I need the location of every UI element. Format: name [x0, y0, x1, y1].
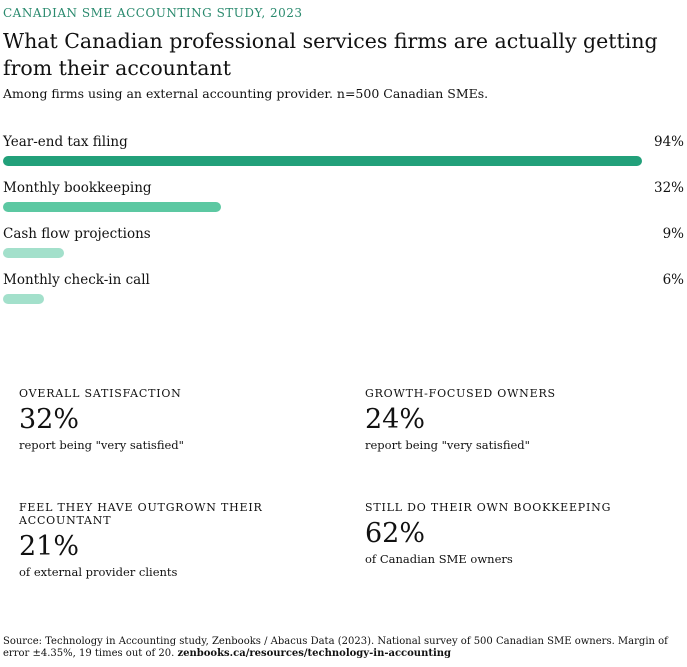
stats-grid: OVERALL SATISFACTION 32% report being "v… — [19, 387, 679, 587]
bar-label: Cash flow projections — [3, 226, 151, 242]
stat-card: GROWTH-FOCUSED OWNERS 24% report being "… — [365, 387, 687, 452]
bar-value-label: 9% — [662, 226, 684, 242]
bar-track — [3, 156, 642, 166]
bar-value-label: 6% — [662, 272, 684, 288]
source-text: Source: Technology in Accounting study, … — [3, 636, 668, 659]
bar-row: Monthly check-in call 6% — [3, 272, 684, 318]
stat-label: STILL DO THEIR OWN BOOKKEEPING — [365, 501, 612, 514]
stat-label: FEEL THEY HAVE OUTGROWN THEIR ACCOUNTANT — [19, 501, 263, 527]
bar-row: Monthly bookkeeping 32% — [3, 180, 684, 226]
bar-chart: Year-end tax filing 94% Monthly bookkeep… — [3, 134, 684, 318]
stat-value: 62% — [365, 518, 426, 549]
page-title: What Canadian professional services firm… — [3, 29, 658, 80]
stat-desc: report being "very satisfied" — [365, 438, 530, 452]
stat-value: 32% — [19, 404, 80, 435]
stat-desc: of Canadian SME owners — [365, 552, 513, 566]
stat-value: 21% — [19, 531, 80, 562]
bar — [3, 202, 221, 212]
bar — [3, 248, 64, 258]
stat-card: STILL DO THEIR OWN BOOKKEEPING 62% of Ca… — [365, 501, 687, 566]
bar-label: Year-end tax filing — [3, 134, 128, 150]
stat-desc: report being "very satisfied" — [19, 438, 184, 452]
bar-value-label: 32% — [653, 180, 684, 196]
bar — [3, 294, 44, 304]
bar-label: Monthly bookkeeping — [3, 180, 152, 196]
stat-card: FEEL THEY HAVE OUTGROWN THEIR ACCOUNTANT… — [19, 501, 349, 579]
subtitle: Among firms using an external accounting… — [3, 86, 489, 101]
stat-card: OVERALL SATISFACTION 32% report being "v… — [19, 387, 349, 452]
bar-track — [3, 202, 642, 212]
source-footer: Source: Technology in Accounting study, … — [3, 636, 678, 660]
stat-label: OVERALL SATISFACTION — [19, 387, 182, 400]
bar-track — [3, 248, 642, 258]
bar-track — [3, 294, 642, 304]
stat-label: GROWTH-FOCUSED OWNERS — [365, 387, 556, 400]
stat-value: 24% — [365, 404, 426, 435]
eyebrow: CANADIAN SME ACCOUNTING STUDY, 2023 — [3, 6, 303, 20]
source-link[interactable]: zenbooks.ca/resources/technology-in-acco… — [177, 648, 452, 659]
bar-value-label: 94% — [653, 134, 684, 150]
bar — [3, 156, 642, 166]
bar-row: Cash flow projections 9% — [3, 226, 684, 272]
bar-label: Monthly check-in call — [3, 272, 150, 288]
stat-desc: of external provider clients — [19, 565, 178, 579]
bar-row: Year-end tax filing 94% — [3, 134, 684, 180]
